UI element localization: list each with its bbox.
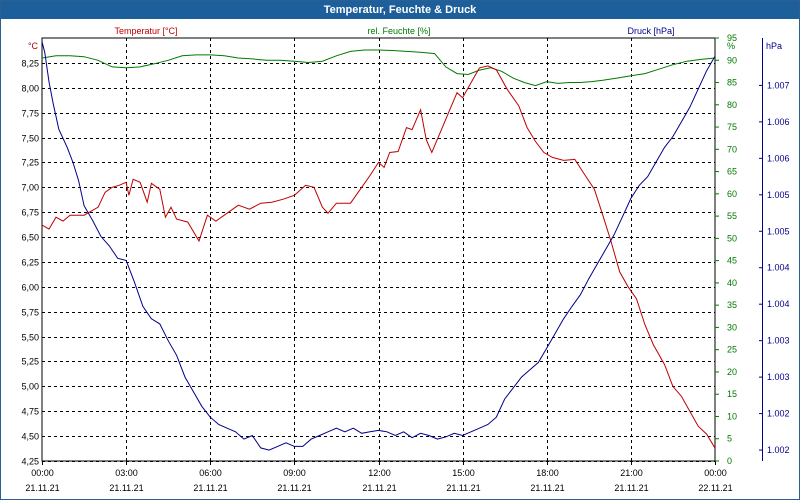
x-tick-time: 00:00 (31, 468, 54, 478)
y-tick-humidity: 15 (727, 389, 737, 399)
series-line-pressure (42, 41, 715, 451)
y-tick-humidity: 95 (727, 33, 737, 43)
x-tick-time: 21:00 (620, 468, 643, 478)
y-tick-pressure: 1.004 (767, 263, 790, 273)
series-line-temperature (42, 65, 715, 449)
plot-area (41, 37, 716, 462)
y-tick-temperature: 5,00 (21, 382, 39, 392)
y-tick-temperature: 6,50 (21, 233, 39, 243)
y-tick-temperature: 6,25 (21, 258, 39, 268)
y-tick-humidity: 60 (727, 189, 737, 199)
x-tick-date: 21.11.21 (362, 483, 396, 493)
series-line-humidity (42, 49, 715, 87)
y-tick-temperature: 7,75 (21, 109, 39, 119)
y-tick-temperature: 6,00 (21, 283, 39, 293)
x-tick-date: 21.11.21 (446, 483, 480, 493)
y-tick-temperature: 4,75 (21, 407, 39, 417)
y-tick-humidity: 20 (727, 367, 737, 377)
y-tick-pressure: 1.004 (767, 299, 790, 309)
x-tick-date: 22.11.21 (698, 483, 732, 493)
humidity-unit-label: % (727, 41, 735, 51)
y-tick-temperature: 8,00 (21, 84, 39, 94)
y-tick-temperature: 5,25 (21, 357, 39, 367)
y-tick-humidity: 0 (727, 456, 732, 466)
y-tick-temperature: 6,75 (21, 208, 39, 218)
y-tick-humidity: 30 (727, 322, 737, 332)
y-tick-temperature: 4,25 (21, 457, 39, 467)
y-tick-temperature: 4,50 (21, 432, 39, 442)
y-tick-pressure: 1.006 (767, 117, 790, 127)
x-tick-time: 18:00 (536, 468, 559, 478)
y-tick-pressure: 1.003 (767, 372, 790, 382)
y-tick-humidity: 45 (727, 256, 737, 266)
y-tick-temperature: 7,00 (21, 183, 39, 193)
series-legend-label: Druck [hPa] (627, 26, 674, 36)
y-tick-temperature: 7,50 (21, 134, 39, 144)
y-tick-humidity: 90 (727, 55, 737, 65)
x-tick-date: 21.11.21 (614, 483, 648, 493)
y-tick-humidity: 65 (727, 167, 737, 177)
x-tick-date: 21.11.21 (193, 483, 227, 493)
y-tick-pressure: 1.002 (767, 445, 790, 455)
y-tick-pressure: 1.003 (767, 336, 790, 346)
x-tick-time: 09:00 (283, 468, 306, 478)
y-tick-temperature: 5,50 (21, 333, 39, 343)
window-title: Temperatur, Feuchte & Druck (1, 1, 799, 19)
y-tick-pressure: 1.005 (767, 226, 790, 236)
x-tick-date: 21.11.21 (277, 483, 311, 493)
y-tick-humidity: 55 (727, 211, 737, 221)
y-tick-humidity: 50 (727, 233, 737, 243)
y-tick-humidity: 25 (727, 345, 737, 355)
series-legend-label: rel. Feuchte [%] (367, 26, 430, 36)
temperature-unit-label: °C (28, 41, 39, 51)
y-tick-pressure: 1.005 (767, 190, 790, 200)
y-tick-temperature: 8,25 (21, 59, 39, 69)
y-tick-humidity: 70 (727, 144, 737, 154)
y-tick-pressure: 1.002 (767, 409, 790, 419)
y-tick-pressure: 1.007 (767, 80, 790, 90)
x-tick-time: 15:00 (452, 468, 475, 478)
x-tick-time: 06:00 (199, 468, 222, 478)
y-tick-humidity: 75 (727, 122, 737, 132)
y-tick-humidity: 40 (727, 278, 737, 288)
series-legend-label: Temperatur [°C] (114, 26, 177, 36)
y-tick-humidity: 10 (727, 411, 737, 421)
x-tick-date: 21.11.21 (530, 483, 564, 493)
y-tick-humidity: 85 (727, 78, 737, 88)
x-tick-time: 03:00 (115, 468, 138, 478)
x-tick-time: 00:00 (704, 468, 727, 478)
pressure-unit-label: hPa (766, 41, 782, 51)
y-tick-humidity: 80 (727, 100, 737, 110)
y-tick-temperature: 5,75 (21, 308, 39, 318)
y-tick-humidity: 5 (727, 434, 732, 444)
x-tick-date: 21.11.21 (109, 483, 143, 493)
y-tick-humidity: 35 (727, 300, 737, 310)
y-tick-temperature: 7,25 (21, 158, 39, 168)
y-tick-pressure: 1.006 (767, 153, 790, 163)
x-tick-time: 12:00 (368, 468, 391, 478)
x-tick-date: 21.11.21 (25, 483, 59, 493)
